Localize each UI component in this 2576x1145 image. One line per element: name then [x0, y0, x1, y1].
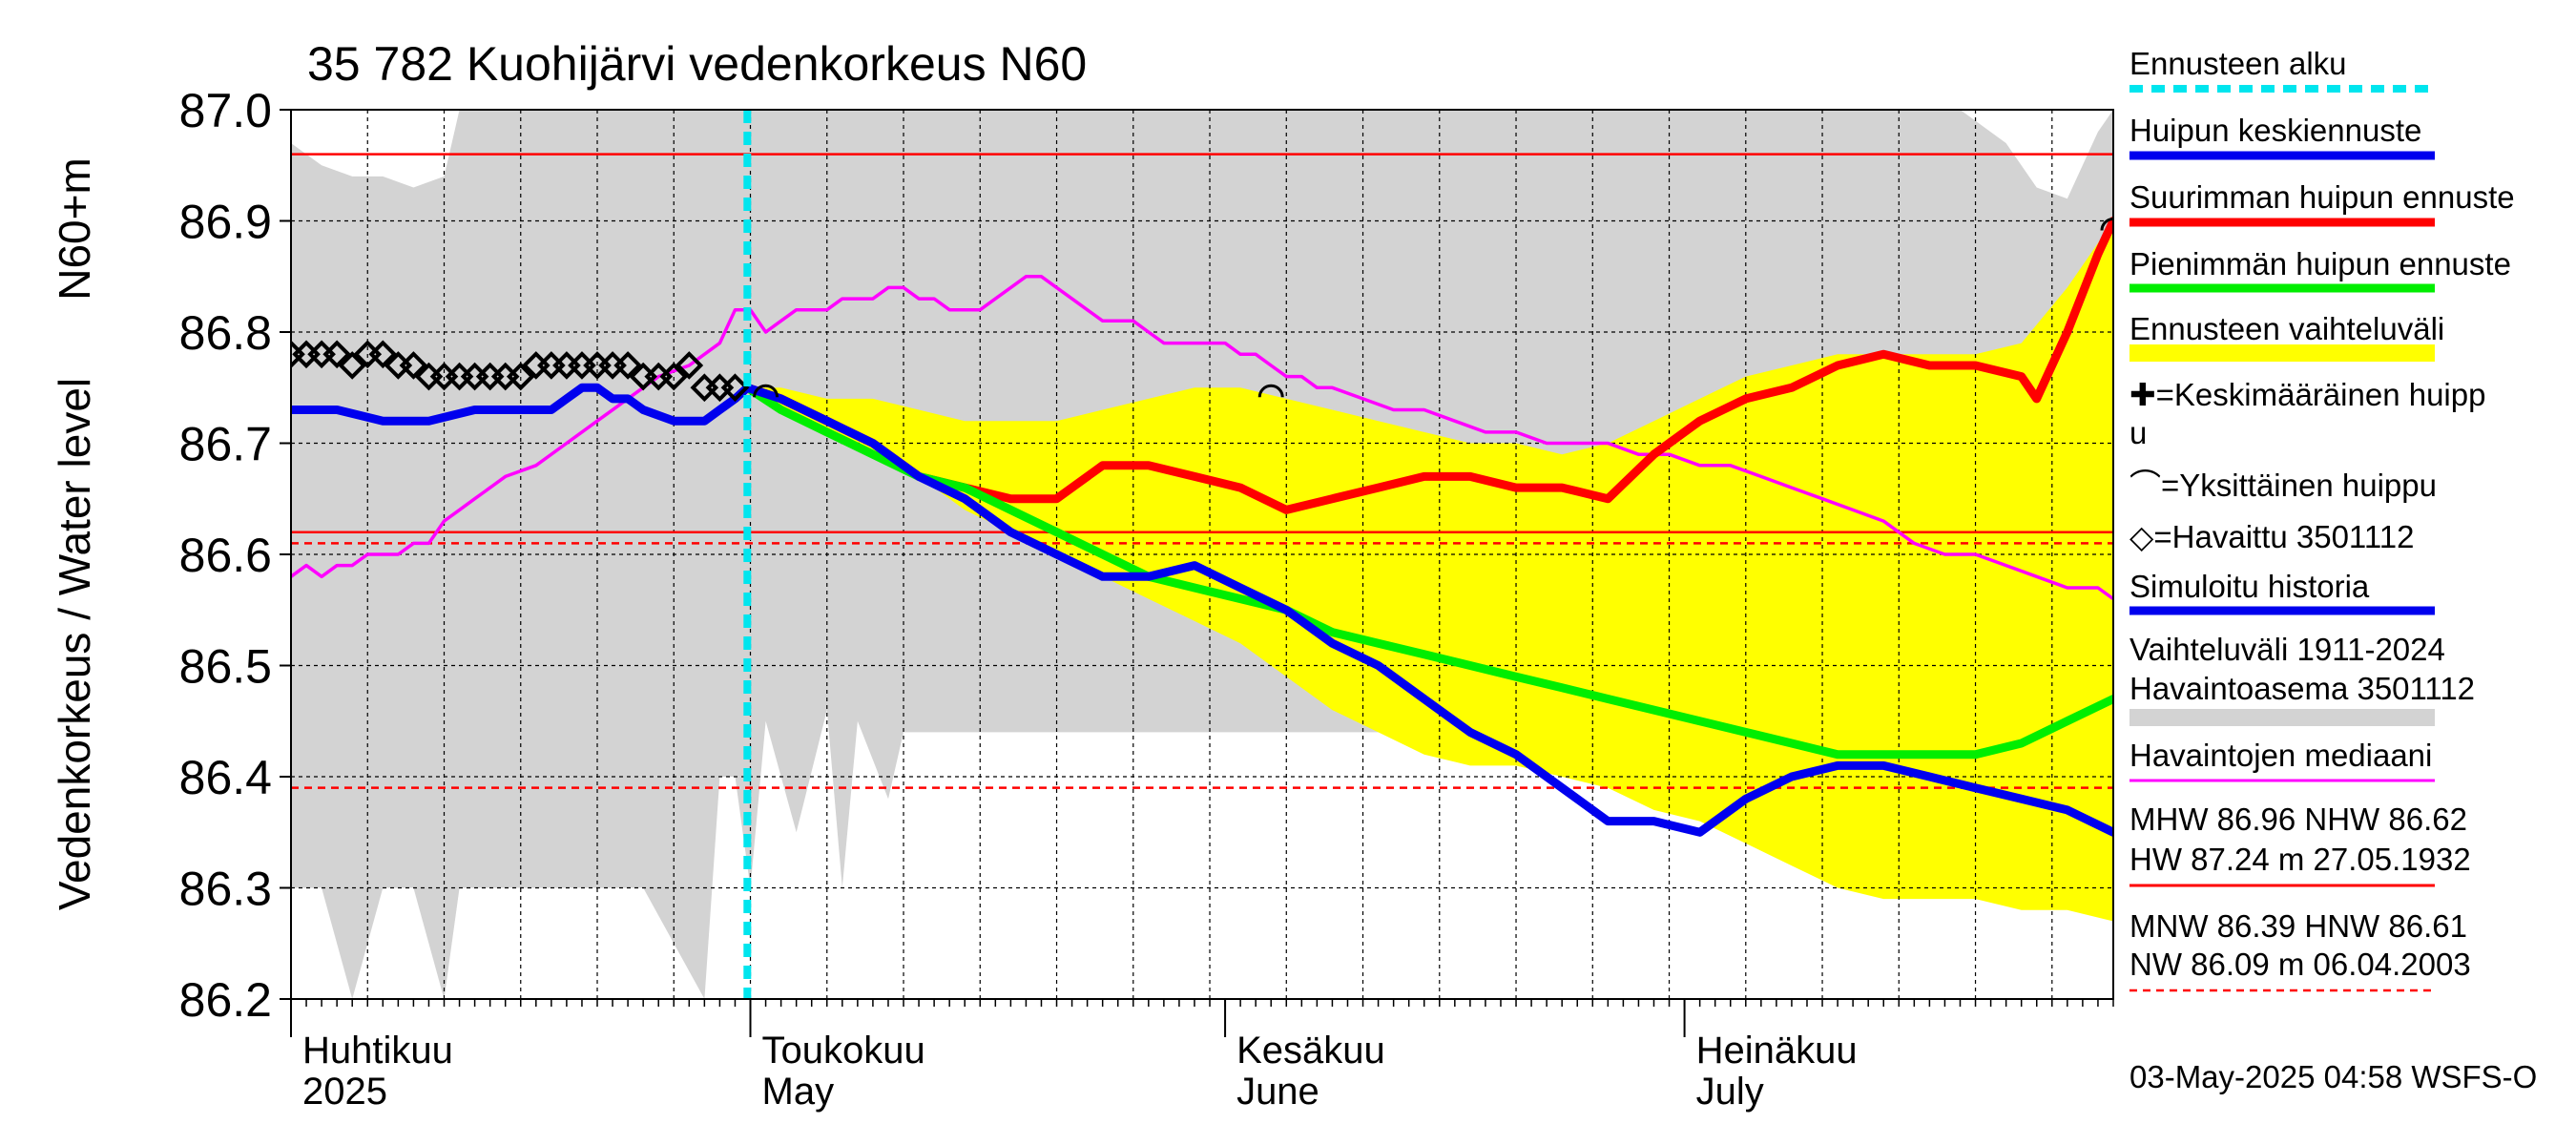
- axes: 86.2 86.3 86.4 86.5 86.6 86.7 86.8 86.9 87.0 Huht…: [179, 84, 2114, 1113]
- y-tick-label: 86.2: [179, 973, 272, 1027]
- observed-point: [720, 373, 750, 403]
- legend-label: Pienimmän huipun ennuste: [2129, 246, 2511, 281]
- observed-point: [659, 362, 689, 391]
- observed-point: [322, 340, 351, 369]
- legend-label: Havaintoasema 3501112: [2129, 671, 2475, 706]
- legend-label: MNW 86.39 HNW 86.61: [2129, 908, 2467, 944]
- series-line: [291, 275, 2113, 601]
- x-month-label-fi: Huhtikuu: [302, 1030, 453, 1072]
- legend-label: Ennusteen alku: [2129, 46, 2347, 81]
- observed-point: [368, 340, 398, 369]
- x-month-label-fi: Kesäkuu: [1236, 1030, 1385, 1072]
- legend-label: ✚=Keskimääräinen huipp: [2129, 377, 2485, 412]
- footer-timestamp: 03-May-2025 04:58 WSFS-O: [2129, 1059, 2537, 1094]
- x-month-label-en: May: [762, 1071, 835, 1113]
- y-tick-label: 86.7: [179, 418, 272, 471]
- series-line: [291, 383, 2113, 837]
- observed-point: [613, 351, 642, 380]
- single-peak-marker: [753, 384, 779, 398]
- y-axis-label-left: Vedenkorkeus / Water level: [50, 378, 99, 910]
- legend-label: Simuloitu historia: [2129, 569, 2370, 604]
- y-tick-label: 87.0: [179, 84, 272, 137]
- legend-label: Huipun keskiennuste: [2129, 113, 2421, 148]
- chart-title: 35 782 Kuohijärvi vedenkorkeus N60: [307, 37, 1087, 91]
- legend-label: NW 86.09 m 06.04.2003: [2129, 947, 2471, 982]
- observed-point: [399, 351, 428, 380]
- y-tick-label: 86.6: [179, 529, 272, 582]
- legend-label: ⌒=Yksittäinen huippu: [2129, 468, 2437, 503]
- y-tick-label: 86.3: [179, 863, 272, 916]
- x-month-label-en: 2025: [302, 1071, 387, 1113]
- legend-label: Havaintojen mediaani: [2129, 738, 2432, 773]
- legend-label: u: [2129, 415, 2147, 450]
- y-tick-label: 86.5: [179, 640, 272, 694]
- observed-point: [506, 362, 535, 391]
- legend-label: Vaihteluväli 1911-2024: [2129, 632, 2445, 667]
- observed-point: [338, 351, 367, 380]
- x-month-label-fi: Heinäkuu: [1696, 1030, 1858, 1072]
- legend-label: MHW 86.96 NHW 86.62: [2129, 802, 2467, 837]
- legend-label: HW 87.24 m 27.05.1932: [2129, 842, 2471, 877]
- legend-label: Suurimman huipun ennuste: [2129, 179, 2515, 215]
- single-peak-marker: [2100, 218, 2113, 231]
- legend-label: ◇=Havaittu 3501112: [2129, 519, 2414, 554]
- y-tick-label: 86.8: [179, 306, 272, 360]
- y-axis-label-right: N60+m: [50, 157, 99, 301]
- legend: Ennusteen alku Huipun keskiennuste Suurimm…: [2129, 46, 2515, 992]
- observed-point: [675, 351, 704, 380]
- single-peak-marker: [1257, 384, 1284, 398]
- y-tick-label: 86.9: [179, 196, 272, 249]
- legend-label: Ennusteen vaihteluväli: [2129, 311, 2444, 346]
- series-line: [742, 383, 2113, 760]
- plot-area: [291, 110, 2113, 999]
- x-month-label-en: June: [1236, 1071, 1319, 1113]
- x-month-label-fi: Toukokuu: [762, 1030, 925, 1072]
- x-month-label-en: July: [1696, 1071, 1764, 1113]
- y-tick-label: 86.4: [179, 751, 272, 804]
- plot-content: [291, 110, 2113, 999]
